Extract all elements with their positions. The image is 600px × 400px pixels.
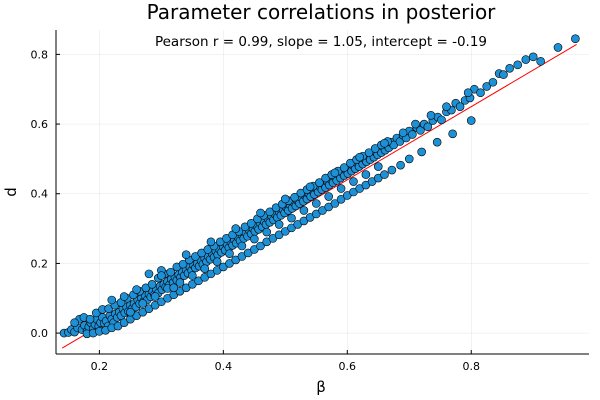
data-point bbox=[398, 128, 408, 138]
data-point bbox=[488, 77, 498, 87]
data-point bbox=[181, 250, 191, 260]
data-point bbox=[361, 170, 371, 179]
data-point bbox=[528, 52, 538, 62]
x-tick-label: 0.6 bbox=[339, 360, 357, 373]
data-points bbox=[59, 34, 580, 339]
data-point bbox=[265, 207, 275, 217]
data-point bbox=[157, 271, 166, 280]
data-point bbox=[571, 34, 580, 44]
data-point bbox=[404, 154, 414, 164]
data-point bbox=[166, 267, 175, 277]
data-point bbox=[85, 314, 95, 324]
data-point bbox=[426, 111, 436, 120]
data-point bbox=[305, 182, 315, 192]
data-point bbox=[178, 259, 188, 269]
data-point bbox=[315, 178, 324, 187]
x-tick-label: 0.2 bbox=[91, 360, 109, 373]
data-point bbox=[324, 192, 334, 201]
data-point bbox=[499, 70, 508, 79]
data-point bbox=[274, 220, 284, 229]
data-point bbox=[144, 269, 154, 279]
data-point bbox=[463, 88, 473, 98]
data-point bbox=[212, 257, 222, 266]
data-point bbox=[513, 60, 523, 70]
grid bbox=[56, 30, 589, 354]
data-point bbox=[373, 162, 383, 171]
x-tick-label: 0.8 bbox=[462, 360, 480, 373]
data-point bbox=[417, 147, 426, 157]
data-point bbox=[290, 192, 299, 202]
data-point bbox=[281, 194, 290, 204]
y-tick-label: 0.0 bbox=[31, 327, 49, 340]
data-point bbox=[169, 283, 179, 293]
data-point bbox=[411, 119, 420, 129]
chart-title: Parameter correlations in posterior bbox=[147, 0, 497, 24]
data-point bbox=[246, 219, 256, 228]
data-point bbox=[482, 82, 492, 91]
data-point bbox=[380, 138, 389, 148]
data-point bbox=[256, 208, 265, 218]
data-point bbox=[126, 307, 135, 317]
data-point bbox=[437, 115, 446, 125]
y-ticks: 0.0 0.2 0.4 0.6 0.8 bbox=[31, 48, 60, 340]
x-axis-label: β bbox=[316, 378, 326, 396]
data-point bbox=[262, 227, 272, 237]
data-point bbox=[132, 285, 141, 294]
data-point bbox=[336, 195, 346, 204]
data-point bbox=[387, 165, 397, 175]
data-point bbox=[256, 241, 265, 251]
data-point bbox=[119, 292, 129, 301]
data-point bbox=[299, 206, 309, 215]
y-axis-label: d bbox=[2, 187, 20, 197]
data-point bbox=[521, 55, 531, 64]
y-tick-label: 0.4 bbox=[31, 188, 49, 201]
data-point bbox=[455, 102, 465, 111]
x-ticks: 0.2 0.4 0.6 0.8 bbox=[91, 350, 480, 373]
data-point bbox=[138, 299, 148, 308]
data-point bbox=[339, 163, 349, 172]
data-point bbox=[476, 88, 485, 98]
data-point bbox=[408, 130, 417, 139]
data-point bbox=[311, 199, 321, 208]
data-point bbox=[396, 160, 405, 170]
data-point bbox=[423, 122, 433, 132]
data-point bbox=[225, 249, 234, 258]
data-point bbox=[287, 213, 296, 223]
stats-annotation: Pearson r = 0.99, slope = 1.05, intercep… bbox=[155, 34, 487, 50]
data-point bbox=[448, 129, 457, 139]
data-point bbox=[380, 170, 389, 179]
data-point bbox=[466, 116, 476, 125]
data-point bbox=[70, 318, 79, 327]
data-point bbox=[147, 280, 157, 289]
data-point bbox=[364, 148, 374, 157]
data-point bbox=[330, 199, 340, 208]
data-point bbox=[416, 126, 425, 135]
data-point bbox=[200, 264, 210, 273]
y-tick-label: 0.6 bbox=[31, 118, 49, 131]
x-tick-label: 0.4 bbox=[215, 360, 233, 373]
data-point bbox=[107, 295, 117, 305]
data-point bbox=[442, 102, 451, 111]
data-point bbox=[336, 184, 346, 193]
y-tick-label: 0.8 bbox=[31, 48, 49, 61]
data-point bbox=[349, 177, 358, 186]
data-point bbox=[150, 292, 160, 301]
data-point bbox=[237, 241, 247, 251]
data-point bbox=[206, 237, 216, 247]
data-point bbox=[231, 224, 241, 233]
y-tick-label: 0.2 bbox=[31, 257, 49, 270]
data-point bbox=[175, 278, 185, 287]
data-point bbox=[355, 152, 364, 162]
data-point bbox=[250, 234, 259, 244]
data-point bbox=[188, 271, 197, 280]
data-point bbox=[536, 57, 545, 66]
data-point bbox=[330, 168, 340, 178]
data-point bbox=[505, 64, 514, 73]
data-point bbox=[553, 43, 563, 52]
data-point bbox=[432, 137, 442, 147]
